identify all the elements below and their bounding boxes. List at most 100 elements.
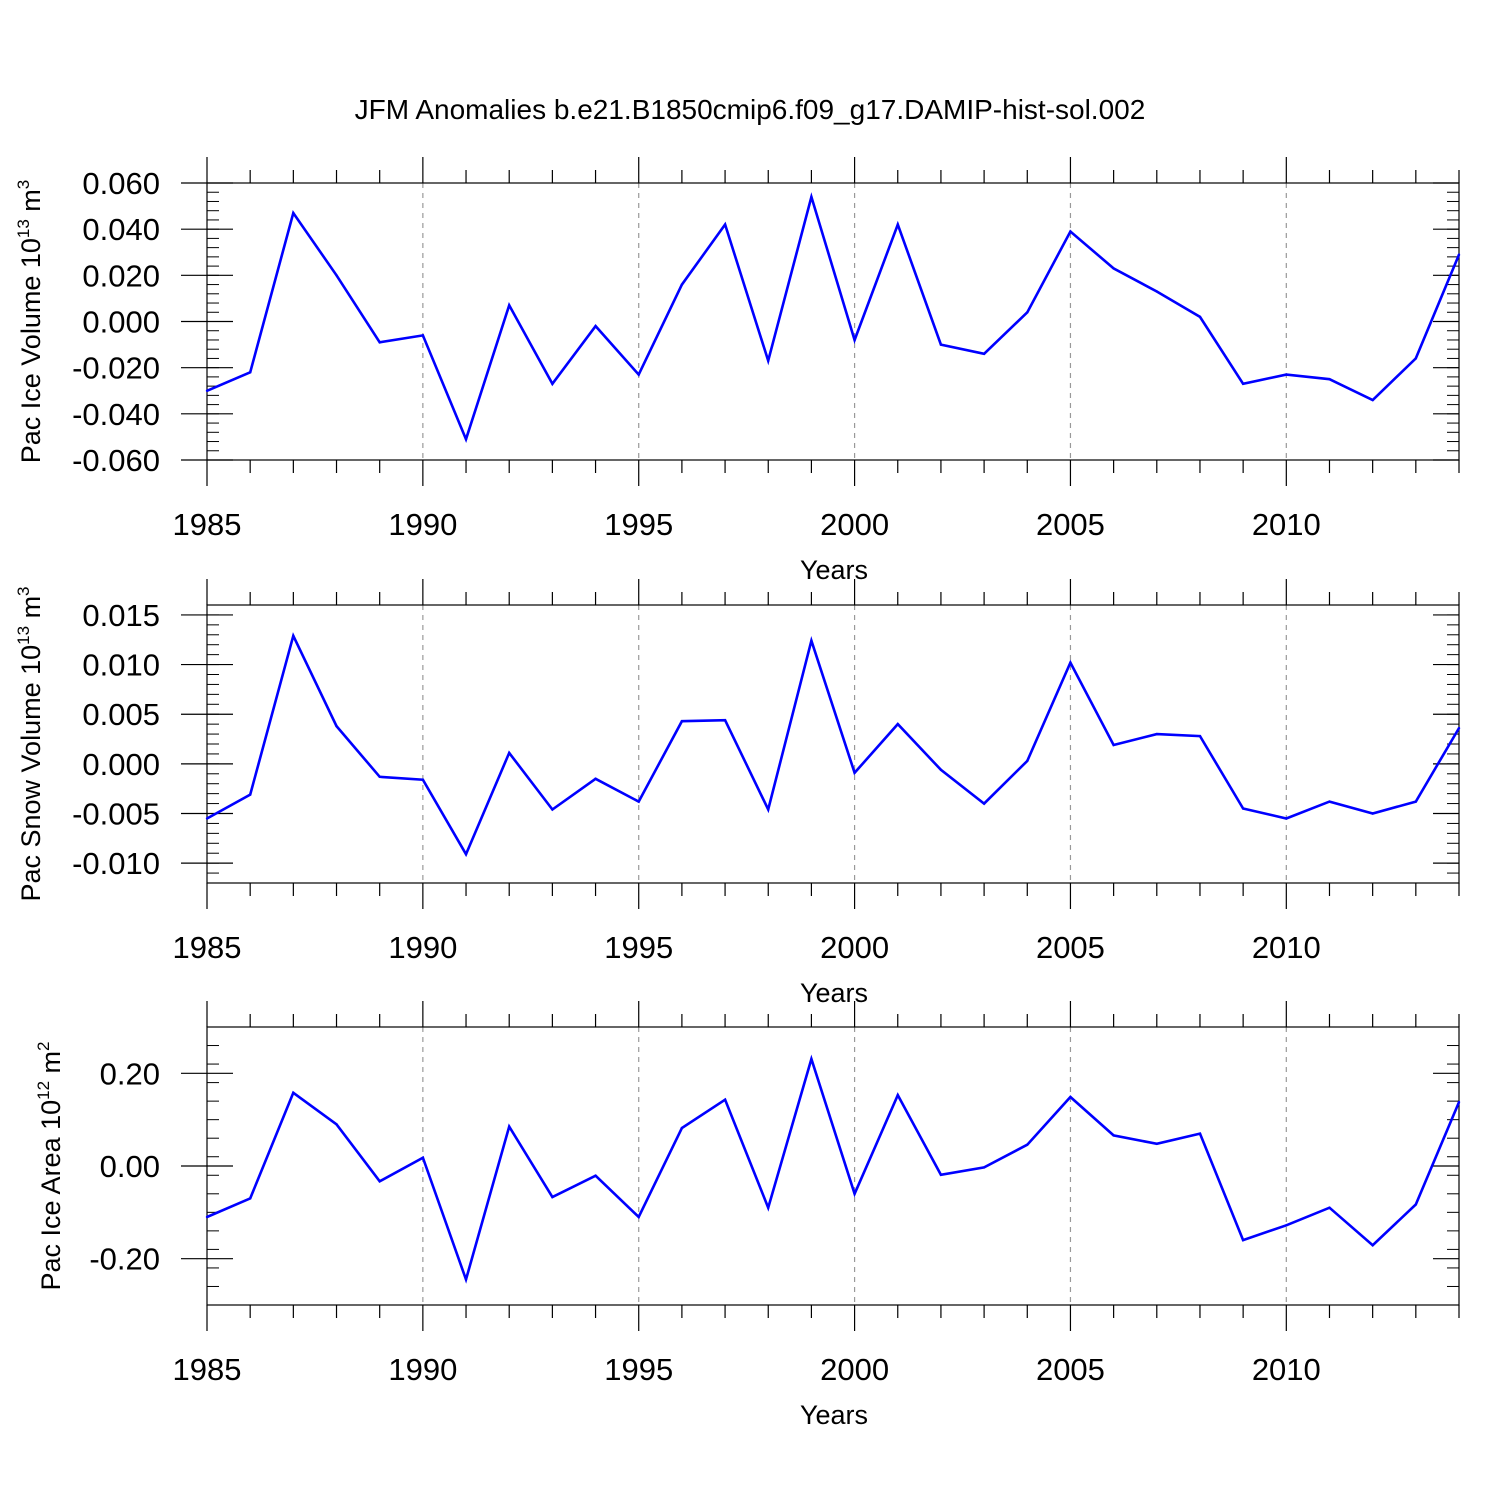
y-tick-label: -0.060 [72, 443, 160, 478]
data-point [205, 817, 209, 820]
y-tick-label: 0.040 [82, 212, 160, 247]
data-point [767, 359, 770, 362]
data-point [335, 724, 338, 728]
chart-panel-2: -0.010 -0.005 0.000 0.005 0.010 0.015 1985 1990… [14, 579, 1461, 1008]
data-point [1241, 1238, 1245, 1242]
series-line [206, 632, 1461, 858]
data-point [680, 283, 684, 286]
data-point [594, 1174, 597, 1177]
y-tick-label: -0.20 [89, 1242, 160, 1277]
y-tick-label: -0.010 [72, 846, 160, 881]
x-tick-label: 1995 [604, 930, 673, 965]
data-point [292, 634, 295, 637]
data-point [1112, 267, 1115, 270]
data-point [853, 338, 856, 342]
y-tick-label: 0.20 [100, 1056, 160, 1091]
y-tick-label: -0.005 [72, 797, 160, 832]
data-point [767, 1206, 770, 1209]
x-tick-label: 1995 [604, 1352, 673, 1387]
data-point [335, 274, 338, 277]
x-tick-label: 1985 [173, 507, 242, 542]
data-point [292, 1091, 295, 1094]
data-point [1198, 734, 1202, 738]
data-point [637, 373, 640, 376]
data-point [1069, 661, 1072, 664]
data-point [508, 304, 511, 307]
data-point [810, 195, 813, 199]
data-point [982, 1166, 986, 1169]
y-tick-label: 0.000 [82, 747, 160, 782]
y-tick-label: 0.000 [82, 305, 160, 340]
data-point [1241, 382, 1245, 386]
data-point [896, 1093, 899, 1097]
y-axis-label: Pac Snow Volume 1013 m3 [14, 586, 46, 901]
x-tick-label: 1990 [388, 507, 457, 542]
x-tick-label: 2010 [1252, 930, 1321, 965]
chart-panel-1: -0.060 -0.040 -0.020 0.000 0.020 0.040 0.060 19… [14, 157, 1461, 585]
data-point [1155, 1142, 1158, 1145]
data-point [723, 223, 727, 226]
data-point [1112, 1134, 1115, 1137]
data-point [1371, 812, 1374, 815]
data-point [292, 211, 295, 215]
data-point [421, 1156, 425, 1159]
chart-panel-3: -0.20 0.00 0.20 1985 1990 1995 2000 2005 2010 Yea… [34, 1001, 1461, 1430]
x-tick-label: 1990 [388, 930, 457, 965]
data-point [464, 438, 468, 441]
x-tick-label: 1985 [173, 930, 242, 965]
x-tick-label: 2000 [820, 1352, 889, 1387]
data-point [767, 808, 770, 811]
data-point [896, 223, 899, 226]
data-point [421, 334, 425, 337]
data-point [551, 1195, 554, 1199]
x-tick-label: 1990 [388, 1352, 457, 1387]
data-point [637, 1215, 640, 1219]
x-tick-label: 2005 [1036, 507, 1105, 542]
data-point [1328, 378, 1331, 381]
x-tick-label: 2010 [1252, 507, 1321, 542]
data-point [1371, 1244, 1374, 1247]
data-point [464, 1278, 468, 1281]
data-point [205, 389, 209, 392]
data-point [1414, 1203, 1418, 1206]
data-point [1198, 1132, 1202, 1135]
data-point [1026, 311, 1029, 314]
data-point [1155, 732, 1158, 736]
data-point [1069, 230, 1072, 233]
data-point [378, 341, 381, 344]
data-point [1241, 807, 1245, 810]
data-point [248, 371, 252, 374]
data-point [1328, 800, 1331, 803]
data-point [1026, 1143, 1029, 1146]
data-point [205, 1215, 209, 1219]
x-tick-label: 2000 [820, 930, 889, 965]
data-point [248, 793, 252, 796]
panels: -0.060 -0.040 -0.020 0.000 0.020 0.040 0.060 19… [14, 157, 1461, 1430]
y-tick-label: 0.015 [82, 598, 160, 633]
y-tick-label: -0.040 [72, 397, 160, 432]
data-point [421, 778, 425, 781]
data-point [1155, 290, 1158, 293]
data-point [248, 1197, 252, 1200]
data-point [982, 352, 986, 356]
data-point [680, 719, 684, 723]
data-point [551, 808, 554, 811]
plot-frame [206, 604, 1460, 884]
data-point [551, 382, 554, 386]
data-point [1414, 357, 1418, 360]
x-axis-label: Years [800, 978, 868, 1008]
data-point [1285, 1224, 1288, 1227]
data-point [1285, 817, 1288, 820]
data-point [637, 800, 640, 803]
data-point [464, 853, 468, 856]
data-point [1198, 315, 1202, 319]
x-tick-label: 1995 [604, 507, 673, 542]
data-point [1112, 743, 1115, 747]
x-axis-label: Years [800, 555, 868, 585]
x-tick-label: 2010 [1252, 1352, 1321, 1387]
data-point [853, 1192, 856, 1196]
data-point [1069, 1095, 1072, 1099]
data-point [335, 1123, 338, 1126]
data-point [378, 775, 381, 778]
data-point [723, 718, 727, 722]
